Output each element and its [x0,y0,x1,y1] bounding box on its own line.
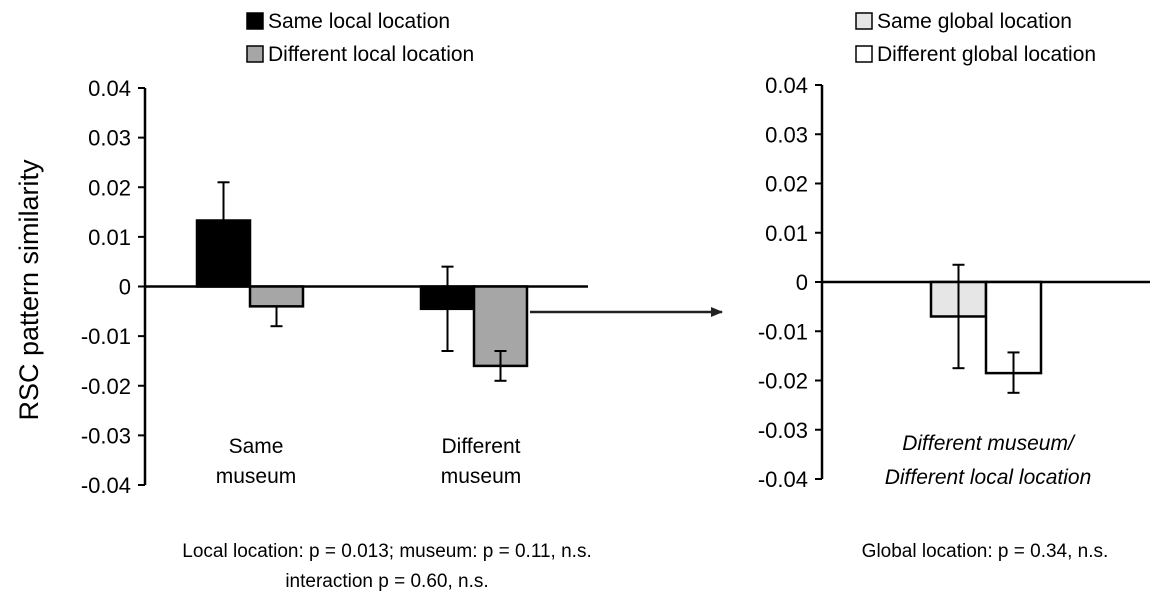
left-stats-line1: Local location: p = 0.013; museum: p = 0… [182,541,591,562]
legend-swatch-same-local [246,12,264,30]
legend-swatch-different-local [246,45,264,63]
right-legend: Same global location Different global lo… [855,10,1096,66]
y-tick-label: -0.03 [81,423,131,448]
y-tick-label: 0.04 [88,76,131,101]
y-axis-label: RSC pattern similarity [14,159,44,421]
y-tick-label: -0.03 [758,418,808,443]
y-tick-label: 0.01 [765,221,808,246]
y-tick-label: 0.02 [88,175,131,200]
category-label-right-line2: Different local location [885,466,1092,489]
bar [248,285,305,308]
y-tick-label: 0.04 [765,73,808,98]
y-tick-label: 0.03 [88,126,131,151]
legend-label-different-local: Different local location [268,43,474,66]
legend-label-different-global: Different global location [877,43,1096,66]
y-tick-label: -0.04 [81,473,131,498]
legend-label-same-local: Same local location [268,10,450,33]
y-tick-label: -0.01 [758,319,808,344]
legend-swatch-same-global [855,12,873,30]
category-label-same-museum-line2: museum [216,465,297,488]
y-tick-label: 0.03 [765,122,808,147]
category-label-same-museum-line1: Same [229,435,284,458]
legend-swatch-different-global [855,45,873,63]
category-label-different-museum-line1: Different [442,435,521,458]
y-tick-label: 0 [796,270,808,295]
left-chart: 0.04 0.03 0.02 0.01 0 -0.01 -0.02 -0.03 -0.04 [81,76,588,498]
y-tick-label: -0.04 [758,467,808,492]
left-stats-line2: interaction p = 0.60, n.s. [285,571,488,592]
y-tick-label: -0.02 [758,369,808,394]
y-tick-label: -0.01 [81,324,131,349]
category-label-right-line1: Different museum/ [902,432,1076,455]
right-chart: 0.04 0.03 0.02 0.01 0 -0.01 -0.02 -0.03 -0.04 [758,73,1150,492]
category-label-different-museum-line2: museum [441,465,522,488]
left-legend: Same local location Different local loca… [246,10,474,66]
right-stats: Global location: p = 0.34, n.s. [862,541,1109,562]
bar [195,219,252,288]
y-tick-label: -0.02 [81,374,131,399]
y-tick-label: 0 [119,275,131,300]
legend-label-same-global: Same global location [877,10,1072,33]
y-tick-label: 0.01 [88,225,131,250]
y-tick-label: 0.02 [765,172,808,197]
